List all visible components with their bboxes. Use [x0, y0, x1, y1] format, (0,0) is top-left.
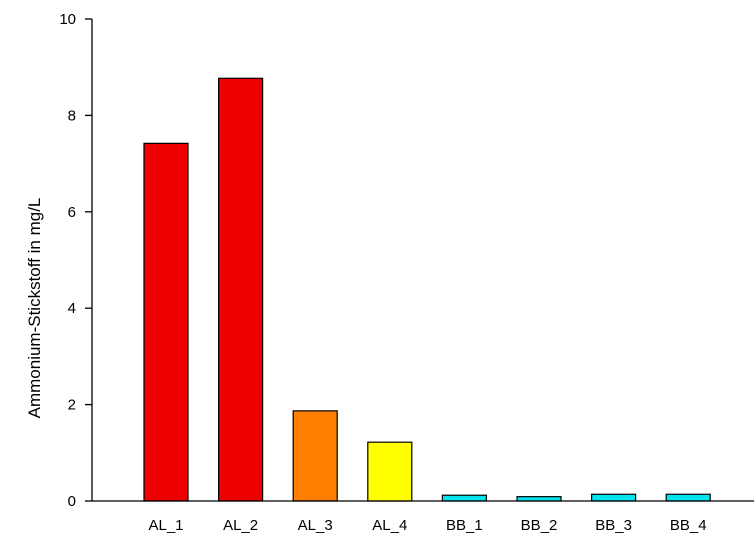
bar-al-2 [218, 77, 264, 502]
x-tick-label: AL_4 [372, 517, 407, 534]
x-tick-labels: AL_1 AL_2 AL_3 AL_4 BB_1 BB_2 BB_3 BB_4 [148, 517, 706, 534]
bar-bb-1 [441, 494, 487, 502]
x-tick-label: AL_3 [298, 517, 333, 534]
x-tick-label: BB_2 [521, 517, 558, 534]
bar-al-1 [143, 142, 189, 502]
x-tick-label: AL_1 [148, 517, 183, 534]
x-tick-label: BB_3 [595, 517, 632, 534]
bar-bb-4 [665, 493, 711, 502]
y-tick-label: 0 [68, 493, 76, 510]
y-tick-label: 6 [68, 204, 76, 221]
x-tick-label: BB_1 [446, 517, 483, 534]
y-ticks: 0 2 4 6 8 10 [59, 11, 92, 510]
x-tick-label: AL_2 [223, 517, 258, 534]
bar-al-3 [292, 410, 338, 502]
bar-bb-2 [516, 496, 562, 502]
y-tick-label: 10 [59, 11, 76, 28]
y-tick-label: 8 [68, 107, 76, 124]
axes [91, 19, 754, 502]
bar-bb-3 [590, 493, 637, 502]
bar-al-4 [367, 441, 413, 502]
y-tick-label: 2 [68, 397, 76, 414]
y-axis-title: Ammonium-Stickstoff in mg/L [25, 198, 44, 419]
x-tick-label: BB_4 [670, 517, 707, 534]
bars [143, 77, 711, 502]
y-tick-label: 4 [68, 300, 76, 317]
